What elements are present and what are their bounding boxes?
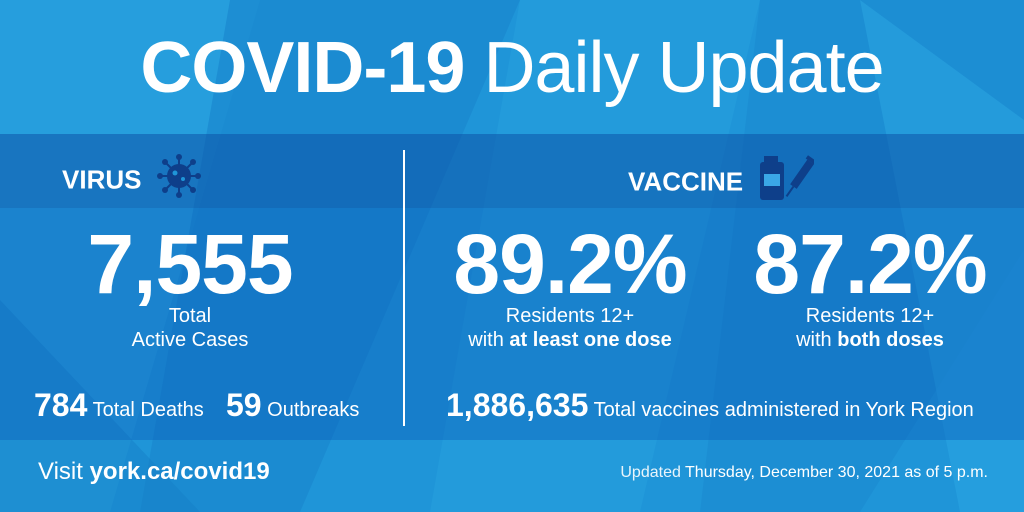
page-title: COVID-19 Daily Update [0,28,1024,108]
deaths-stat: 784 Total Deaths [34,388,204,427]
one-dose-percent: 89.2% [453,217,687,311]
virus-icon [156,154,201,209]
deaths-value: 784 [34,387,88,423]
stats-panel [0,208,1024,440]
virus-heading-label: VIRUS [62,164,142,195]
updated-label: Updated [620,464,681,481]
both-doses-percent: 87.2% [753,217,987,311]
active-cases-label-line1: Total [168,305,212,327]
active-cases-label-line2: Active Cases [131,329,249,351]
title-rest: Daily Update [483,28,884,108]
both-doses-emphasis: both doses [837,329,944,351]
visit-text: Visit york.ca/covid19 [38,452,270,492]
total-vaccines-value: 1,886,635 [446,387,589,423]
both-doses-label: Residents 12+ with both doses [740,304,1000,352]
one-dose-prefix: with [468,329,504,351]
both-doses-label-line2: with both doses [740,328,1000,352]
vaccine-icon [758,154,819,213]
title-bold: COVID-19 [140,28,465,108]
one-dose-label: Residents 12+ with at least one dose [440,304,700,352]
both-doses-prefix: with [796,329,832,351]
deaths-label: Total Deaths [92,399,204,421]
covid-url-link[interactable]: york.ca/covid19 [89,458,270,485]
active-cases-value: 7,555 [87,217,293,311]
outbreaks-label: Outbreaks [267,399,360,421]
one-dose-emphasis: at least one dose [509,329,672,351]
updated-date: Thursday, December 30, 2021 as of 5 p.m. [685,464,988,481]
outbreaks-stat: 59 Outbreaks [226,388,359,427]
total-vaccines-stat: 1,886,635 Total vaccines administered in… [446,388,974,427]
vaccine-heading: VACCINE [628,154,819,213]
one-dose-label-line2: with at least one dose [440,328,700,352]
visit-label: Visit [38,458,83,485]
active-cases-label: Total Active Cases [60,304,320,352]
updated-timestamp: Updated Thursday, December 30, 2021 as o… [620,458,988,488]
vaccine-heading-label: VACCINE [628,166,744,197]
virus-heading: VIRUS [62,154,201,209]
one-dose-label-line1: Residents 12+ [505,305,635,327]
section-divider [403,150,405,426]
both-doses-label-line1: Residents 12+ [805,305,935,327]
outbreaks-value: 59 [226,387,262,423]
total-vaccines-label: Total vaccines administered in York Regi… [593,399,974,421]
